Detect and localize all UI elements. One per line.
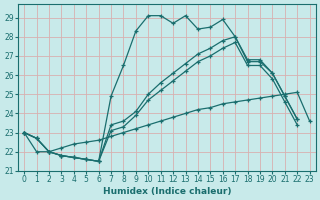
X-axis label: Humidex (Indice chaleur): Humidex (Indice chaleur): [103, 187, 231, 196]
